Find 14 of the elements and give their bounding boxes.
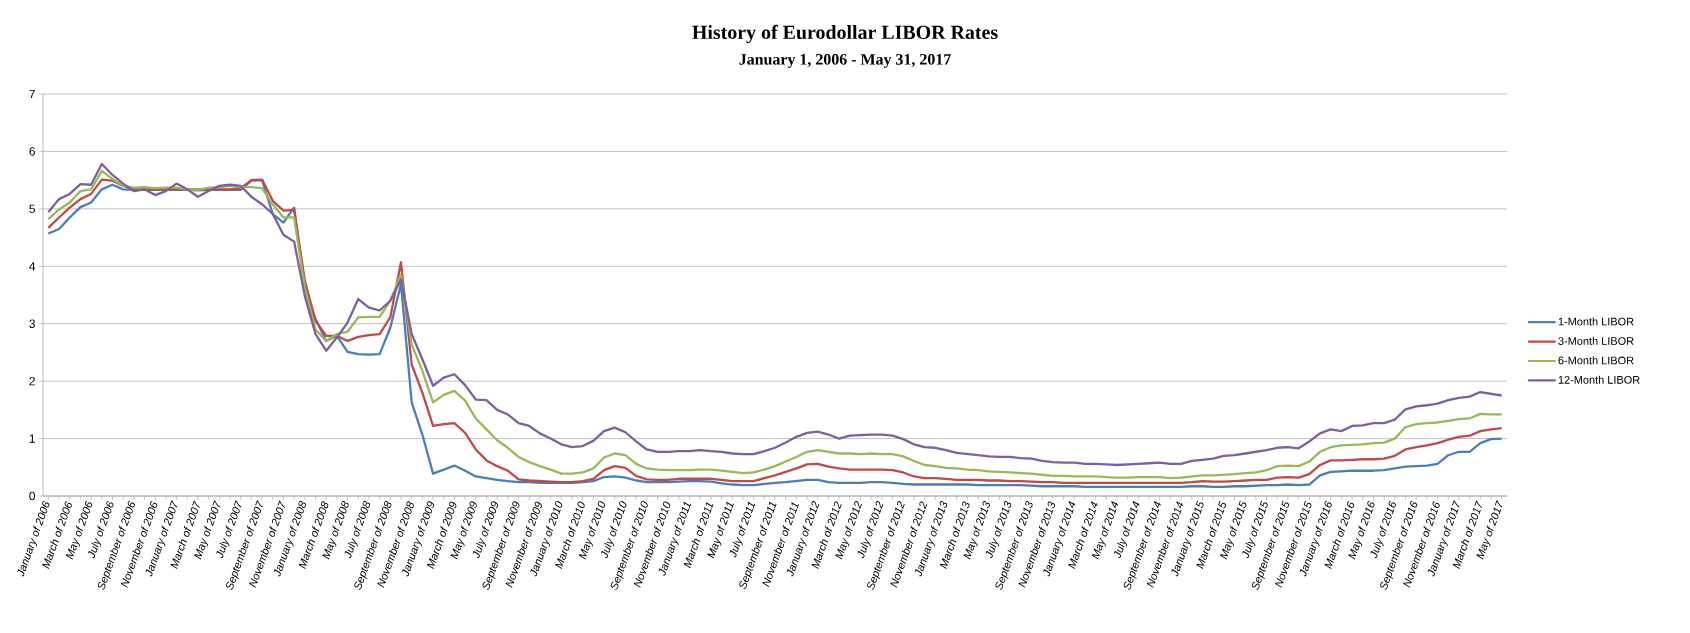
- y-tick-label: 5: [29, 204, 35, 214]
- legend-label: 12-Month LIBOR: [1558, 375, 1640, 384]
- legend-label: 1-Month LIBOR: [1558, 317, 1634, 326]
- y-tick-label: 6: [29, 147, 35, 156]
- y-tick-label: 7: [29, 89, 35, 99]
- y-tick-label: 0: [29, 491, 36, 501]
- y-tick-label: 4: [29, 262, 36, 271]
- chart-title: History of Eurodollar LIBOR Rates: [692, 24, 998, 44]
- y-tick-label: 3: [29, 319, 35, 328]
- legend-label: 6-Month LIBOR: [1558, 356, 1634, 365]
- chart-subtitle: January 1, 2006 - May 31, 2017: [739, 53, 951, 69]
- y-tick-label: 1: [29, 434, 35, 443]
- y-tick-label: 2: [29, 376, 35, 386]
- legend-label: 3-Month LIBOR: [1558, 336, 1634, 345]
